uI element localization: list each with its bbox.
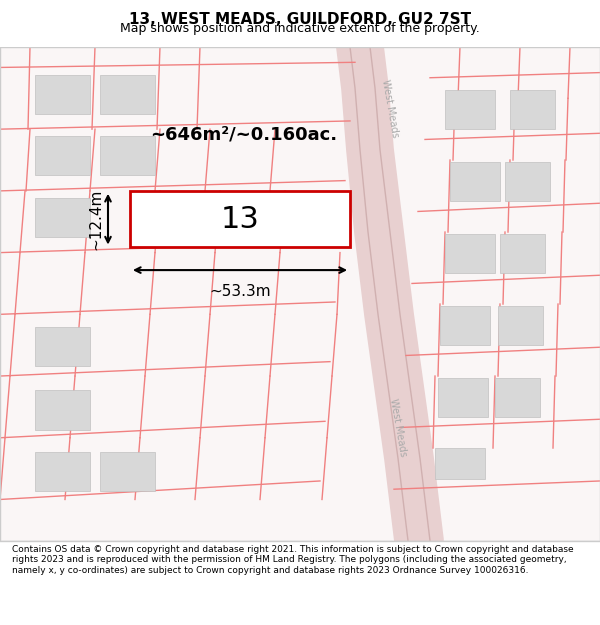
Bar [35,74,90,114]
Text: West Meads: West Meads [388,398,408,458]
Bar [505,162,550,201]
Bar [500,234,545,273]
Bar [510,90,555,129]
Bar [450,162,500,201]
Text: 13, WEST MEADS, GUILDFORD, GU2 7ST: 13, WEST MEADS, GUILDFORD, GU2 7ST [129,12,471,27]
Bar [35,391,90,429]
Bar [440,306,490,345]
Bar [435,448,485,479]
Bar [35,136,90,176]
Text: ~12.4m: ~12.4m [88,189,103,250]
Text: Map shows position and indicative extent of the property.: Map shows position and indicative extent… [120,22,480,35]
Bar [100,74,155,114]
Bar [35,198,90,237]
Bar [445,90,495,129]
Text: ~53.3m: ~53.3m [209,284,271,299]
Bar [438,378,488,418]
Bar [100,452,155,491]
Bar [35,452,90,491]
Text: ~646m²/~0.160ac.: ~646m²/~0.160ac. [150,125,337,143]
Bar [100,136,155,176]
Bar [495,378,540,418]
Bar [445,234,495,273]
Text: Contains OS data © Crown copyright and database right 2021. This information is : Contains OS data © Crown copyright and d… [12,545,574,574]
Bar [130,191,350,248]
Text: West Meads: West Meads [380,79,400,139]
Bar [35,327,90,366]
Bar [498,306,543,345]
Text: 13: 13 [221,204,259,234]
